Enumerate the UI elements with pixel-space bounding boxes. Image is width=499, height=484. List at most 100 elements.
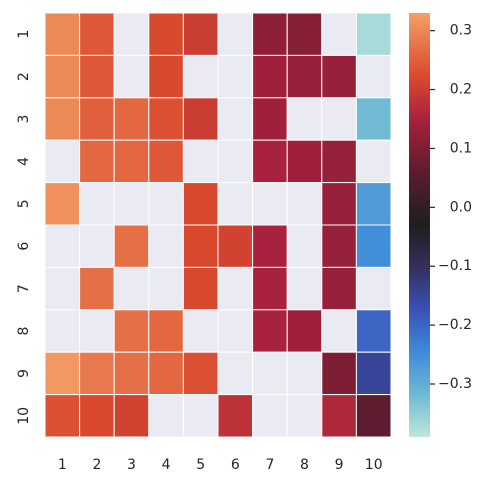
heatmap-cell: [355, 394, 392, 438]
y-tick-label: 1: [16, 30, 32, 39]
heatmap-cell: [44, 97, 81, 141]
heatmap-cell: [252, 97, 288, 141]
y-tick-label: 6: [16, 242, 32, 251]
heatmap-cell-missing: [113, 182, 150, 226]
heatmap-cell: [148, 309, 184, 353]
heatmap-cell: [79, 12, 115, 56]
heatmap-cell: [321, 266, 357, 311]
heatmap-cell: [113, 224, 150, 268]
heatmap-cell-missing: [44, 139, 81, 184]
heatmap-cell: [252, 309, 288, 353]
heatmap-cell: [217, 394, 254, 438]
heatmap-cell: [252, 266, 288, 311]
x-tick-label: 4: [162, 457, 171, 473]
heatmap-cell: [44, 182, 81, 226]
heatmap-cell-missing: [182, 394, 219, 438]
x-tick-label: 1: [58, 457, 67, 473]
y-tick-label: 9: [16, 369, 32, 378]
heatmap-cell-missing: [286, 351, 323, 396]
heatmap-cell-missing: [148, 182, 184, 226]
heatmap-cell-missing: [44, 309, 81, 353]
heatmap-cell: [44, 351, 81, 396]
y-tick-label: 10: [16, 407, 32, 425]
heatmap-cell: [79, 351, 115, 396]
heatmap-cell: [321, 139, 357, 184]
heatmap-cell-missing: [321, 309, 357, 353]
heatmap-cell-missing: [44, 266, 81, 311]
heatmap-cell: [44, 54, 81, 99]
heatmap-cell: [182, 182, 219, 226]
heatmap-cell: [252, 139, 288, 184]
heatmap-cell: [113, 309, 150, 353]
heatmap-cell: [252, 12, 288, 56]
heatmap-cell: [217, 224, 254, 268]
heatmap-cell: [182, 97, 219, 141]
heatmap-cell: [355, 12, 392, 56]
heatmap-cell-missing: [321, 12, 357, 56]
heatmap-cell: [182, 224, 219, 268]
heatmap-cell: [286, 139, 323, 184]
y-tick-labels: 1 2 3 4 5 6 7 8 9 10: [16, 30, 32, 425]
heatmap-cell: [355, 224, 392, 268]
heatmap-cell-missing: [355, 139, 392, 184]
heatmap-cell-missing: [182, 139, 219, 184]
heatmap-cell: [182, 266, 219, 311]
heatmap-cell-missing: [148, 394, 184, 438]
heatmap-cell: [44, 394, 81, 438]
heatmap-cell-missing: [321, 97, 357, 141]
heatmap-cell-missing: [217, 351, 254, 396]
x-tick-label: 5: [196, 457, 205, 473]
heatmap-cell: [252, 224, 288, 268]
heatmap-cell: [79, 394, 115, 438]
heatmap-cell-missing: [355, 54, 392, 99]
colorbar-tick-label: −0.3: [438, 376, 472, 392]
heatmap-cell: [252, 54, 288, 99]
heatmap-cell-missing: [44, 224, 81, 268]
y-tick-label: 8: [16, 327, 32, 336]
heatmap-cell-missing: [355, 266, 392, 311]
y-tick-label: 4: [16, 157, 32, 166]
heatmap-cell-missing: [113, 266, 150, 311]
heatmap-cell-missing: [286, 394, 323, 438]
heatmap-cell-missing: [148, 266, 184, 311]
heatmap-cell: [79, 54, 115, 99]
heatmap-cell: [44, 12, 81, 56]
heatmap-cell-missing: [286, 224, 323, 268]
x-tick-label: 7: [265, 457, 274, 473]
heatmap-cell: [113, 394, 150, 438]
heatmap-cell: [286, 309, 323, 353]
heatmap-cell-missing: [182, 54, 219, 99]
heatmap-cell: [355, 309, 392, 353]
heatmap-cell: [148, 12, 184, 56]
heatmap-cell: [148, 54, 184, 99]
colorbar-tick-label: −0.1: [438, 258, 472, 274]
heatmap-cell-missing: [79, 224, 115, 268]
heatmap-cell: [321, 224, 357, 268]
heatmap-cell-missing: [286, 97, 323, 141]
heatmap-cell-missing: [217, 182, 254, 226]
heatmap-cell-missing: [252, 394, 288, 438]
heatmap-cell: [355, 97, 392, 141]
x-tick-label: 6: [231, 457, 240, 473]
heatmap-cell-missing: [182, 309, 219, 353]
heatmap-cell: [286, 54, 323, 99]
heatmap-cell: [113, 139, 150, 184]
y-tick-label: 2: [16, 72, 32, 81]
heatmap-cell-missing: [217, 309, 254, 353]
heatmap-cell-missing: [217, 266, 254, 311]
colorbar: [409, 13, 430, 437]
heatmap-cell: [321, 182, 357, 226]
heatmap-cell: [148, 97, 184, 141]
heatmap-cell-missing: [79, 182, 115, 226]
heatmap-cell: [182, 12, 219, 56]
heatmap-cell: [355, 182, 392, 226]
heatmap-cell: [79, 97, 115, 141]
x-tick-label: 9: [335, 457, 344, 473]
colorbar-tick-label: 0.0: [450, 199, 472, 215]
heatmap-cell: [113, 97, 150, 141]
colorbar-tick-label: 0.2: [450, 82, 472, 98]
x-tick-label: 2: [92, 457, 101, 473]
heatmap-cell-missing: [286, 266, 323, 311]
heatmap-cell-missing: [217, 139, 254, 184]
